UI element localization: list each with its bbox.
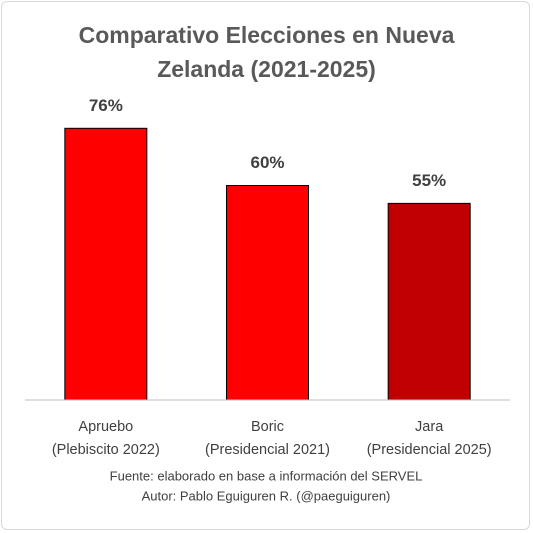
footnote: Fuente: elaborado en base a información … (110, 468, 423, 483)
value-label: 55% (412, 171, 446, 190)
x-tick-label: Jara (415, 419, 444, 435)
bar (64, 127, 148, 401)
x-tick-label: Apruebo (78, 419, 133, 435)
footnote: Autor: Pablo Eguiguren R. (@paeguiguren) (142, 488, 391, 503)
x-tick-label: (Plebiscito 2022) (52, 442, 160, 458)
chart-title: Comparativo Elecciones en Nueva Zelanda … (78, 22, 455, 82)
x-tick-label: (Presidencial 2025) (367, 442, 492, 458)
bar (226, 185, 309, 401)
x-tick-label: Boric (251, 419, 284, 435)
value-label: 76% (89, 96, 123, 115)
x-tick-label: (Presidencial 2021) (205, 442, 330, 458)
value-label: 60% (250, 153, 284, 172)
bar (387, 202, 471, 401)
